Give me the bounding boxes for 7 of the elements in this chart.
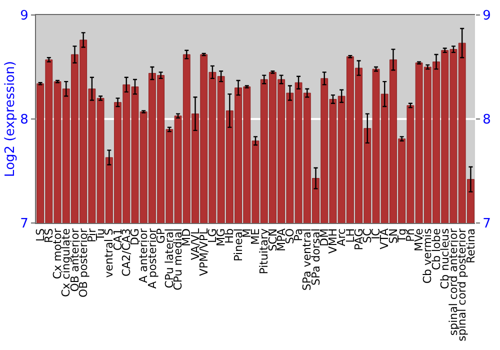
y-tick-label: 9 xyxy=(20,8,28,24)
y2-tick-label: 9 xyxy=(482,8,491,24)
y-tick-label: 7 xyxy=(20,216,28,232)
y2-tick-label: 8 xyxy=(482,112,491,128)
y-tick-label: 8 xyxy=(20,112,28,128)
y2-tick-label: 7 xyxy=(482,216,491,232)
y-axis-title: Log2 (expression) xyxy=(3,61,18,177)
